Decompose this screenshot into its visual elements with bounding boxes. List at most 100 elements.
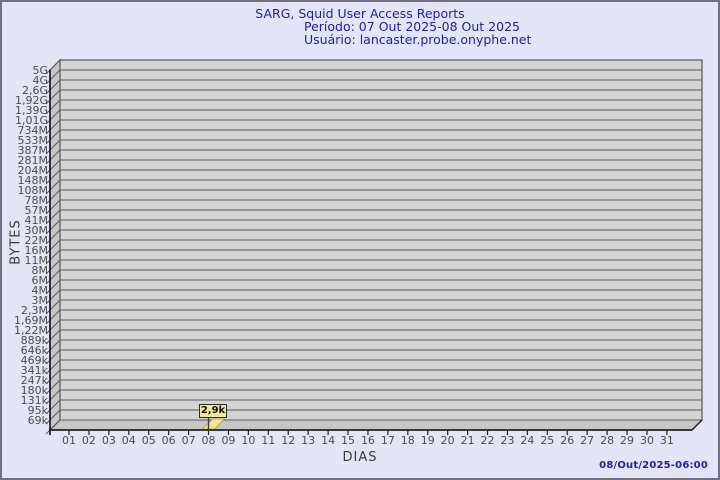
x-tick-label: 10 <box>241 434 255 447</box>
y-tick-label: 204M <box>18 164 49 177</box>
x-tick-label: 19 <box>421 434 435 447</box>
y-tick-label: 2,3M <box>21 304 48 317</box>
grid-slant <box>45 289 61 305</box>
x-tick-label: 02 <box>82 434 96 447</box>
y-tick-label: 1,69M <box>14 314 48 327</box>
grid-slant <box>45 179 61 195</box>
y-tick-label: 4M <box>32 284 49 297</box>
report-title: SARG, Squid User Access Reports <box>255 6 465 21</box>
grid-slant <box>45 369 61 385</box>
x-tick-label: 31 <box>660 434 674 447</box>
x-tick-label: 08 <box>202 434 216 447</box>
y-tick-label: 387M <box>18 144 49 157</box>
grid-slant <box>45 249 61 265</box>
grid-slant <box>45 159 61 175</box>
report-user: Usuário: lancaster.probe.onyphe.net <box>304 32 532 47</box>
x-tick-label: 01 <box>62 434 76 447</box>
y-tick-label: 8M <box>32 264 49 277</box>
x-tick-label: 30 <box>640 434 654 447</box>
grid-slant <box>45 59 61 75</box>
grid-slant <box>45 229 61 245</box>
x-tick-label: 09 <box>221 434 235 447</box>
y-tick-label: 78M <box>25 194 49 207</box>
x-tick-label: 28 <box>600 434 614 447</box>
grid-slant <box>45 79 61 95</box>
y-tick-label: 11M <box>25 254 49 267</box>
grid-slant <box>45 349 61 365</box>
grid-slant <box>45 239 61 255</box>
x-tick-label: 18 <box>401 434 415 447</box>
x-tick-label: 22 <box>481 434 495 447</box>
grid-slant <box>45 89 61 105</box>
x-tick-label: 15 <box>341 434 355 447</box>
y-tick-label: 533M <box>18 134 49 147</box>
y-tick-label: 16M <box>25 244 49 257</box>
grid-slant <box>45 319 61 335</box>
floor-right-edge <box>691 419 703 431</box>
x-tick-label: 06 <box>162 434 176 447</box>
y-tick-label: 1,22M <box>14 324 48 337</box>
x-tick-label: 20 <box>441 434 455 447</box>
generation-timestamp: 08/Out/2025-06:00 <box>599 460 708 471</box>
x-tick-label: 07 <box>182 434 196 447</box>
y-tick-label: 889k <box>21 334 49 347</box>
grid-slant <box>45 199 61 215</box>
y-tick-label: 57M <box>25 204 49 217</box>
y-tick-label: 3M <box>32 294 49 307</box>
x-tick-label: 25 <box>540 434 554 447</box>
x-tick-label: 23 <box>500 434 514 447</box>
plot-floor <box>48 419 704 431</box>
x-tick-label: 26 <box>560 434 574 447</box>
grid-slant <box>45 279 61 295</box>
grid-slant <box>45 119 61 135</box>
x-tick-label: 29 <box>620 434 634 447</box>
grid-slant <box>45 409 61 425</box>
grid-slant <box>45 379 61 395</box>
y-tick-label: 1,92G <box>15 94 48 107</box>
grid-slant <box>45 189 61 205</box>
x-tick-label: 27 <box>580 434 594 447</box>
y-tick-label: 5G <box>32 64 48 77</box>
x-tick-label: 05 <box>142 434 156 447</box>
y-tick-label: 1,39G <box>15 104 48 117</box>
x-tick-label: 16 <box>361 434 375 447</box>
x-axis-title: DIAS <box>342 450 378 465</box>
grid-slant <box>45 109 61 125</box>
x-tick-label: 12 <box>281 434 295 447</box>
grid-slant <box>45 269 61 285</box>
bar-value-callout: 2,9k <box>199 404 227 418</box>
x-tick-label: 24 <box>520 434 534 447</box>
y-tick-label: 22M <box>25 234 49 247</box>
y-tick-label: 148M <box>18 174 49 187</box>
y-tick-label: 4G <box>32 74 48 87</box>
x-tick-label: 17 <box>381 434 395 447</box>
y-tick-label: 6M <box>32 274 49 287</box>
grid-slant <box>45 329 61 345</box>
y-tick-label: 180k <box>21 384 49 397</box>
y-tick-label: 95k <box>28 404 49 417</box>
grid-slant <box>45 129 61 145</box>
y-tick-label: 734M <box>18 124 49 137</box>
y-tick-label: 1,01G <box>15 114 48 127</box>
x-tick-label: 04 <box>122 434 136 447</box>
grid-slant <box>45 419 61 435</box>
grid-slant <box>45 169 61 185</box>
grid-slant <box>45 209 61 225</box>
grid-slant <box>45 149 61 165</box>
grid-slant <box>45 299 61 315</box>
grid-slant <box>45 99 61 115</box>
x-tick-label: 14 <box>321 434 335 447</box>
y-tick-label: 30M <box>25 224 49 237</box>
x-tick-label: 03 <box>102 434 116 447</box>
y-tick-label: 247k <box>21 374 49 387</box>
y-tick-label: 646k <box>21 344 49 357</box>
report-period: Período: 07 Out 2025-08 Out 2025 <box>304 19 520 34</box>
x-tick-label: 13 <box>301 434 315 447</box>
grid-slant <box>45 359 61 375</box>
y-tick-label: 41M <box>25 214 49 227</box>
y-tick-label: 469k <box>21 354 49 367</box>
y-tick-label: 2,6G <box>22 84 48 97</box>
grid-slant <box>45 219 61 235</box>
